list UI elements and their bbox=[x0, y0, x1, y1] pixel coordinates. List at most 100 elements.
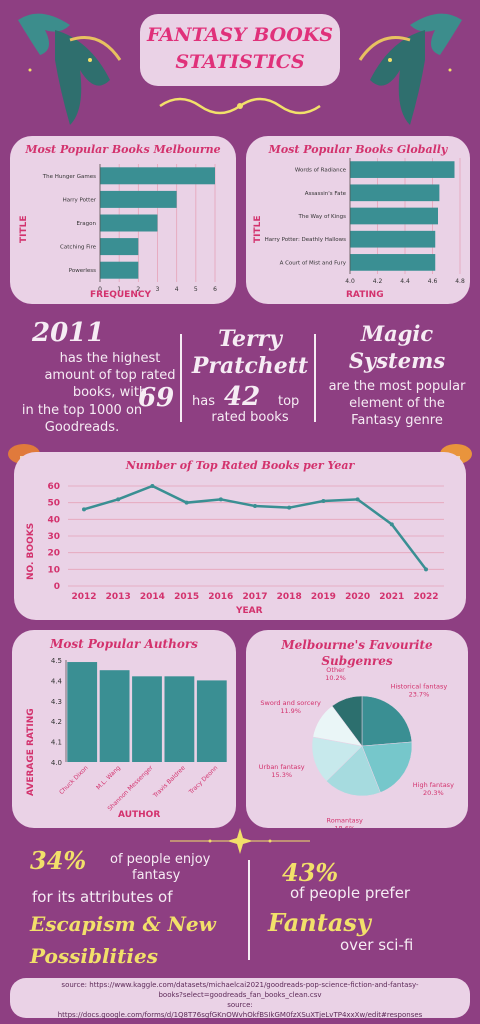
pie-pct-label: 20.3% bbox=[423, 789, 444, 797]
xlabel-global: RATING bbox=[346, 290, 384, 300]
auth-bar bbox=[99, 670, 130, 762]
auth-category-label: Travis Baldree bbox=[151, 764, 187, 800]
divider-2 bbox=[314, 334, 316, 422]
line-xtick: 2013 bbox=[106, 592, 131, 602]
bottom-over: over sci-fi bbox=[340, 936, 414, 954]
bottom-pct2: 43% bbox=[282, 858, 339, 887]
auth-bar bbox=[132, 676, 162, 762]
line-point bbox=[321, 499, 326, 503]
line-point bbox=[355, 497, 360, 502]
dragon-left-illustration bbox=[18, 13, 122, 125]
glob-bar bbox=[350, 207, 438, 225]
line-point bbox=[424, 567, 428, 572]
line-ytick: 40 bbox=[47, 515, 60, 525]
sources-box: source: https://www.kaggle.com/datasets/… bbox=[10, 978, 470, 1019]
glob-bar bbox=[350, 254, 436, 271]
pie-pct-label: 10.2% bbox=[325, 674, 346, 682]
fact-magic-text2: element of the bbox=[349, 396, 445, 411]
source-line1: source: https://www.kaggle.com/datasets/… bbox=[61, 981, 419, 989]
pie-label: High fantasy bbox=[413, 781, 454, 789]
melb-bar bbox=[100, 261, 139, 279]
glob-bar bbox=[350, 230, 436, 248]
line-xtick: 2017 bbox=[242, 592, 267, 602]
line-ytick: 60 bbox=[47, 482, 60, 492]
melb-xtick: 5 bbox=[194, 286, 198, 293]
fact-author-top: top bbox=[278, 394, 300, 409]
xlabel-melbourne: FREQUENCY bbox=[90, 290, 151, 300]
chart-title-authors: Most Popular Authors bbox=[50, 637, 198, 651]
chart-global: 4.0 4.2 4.4 4.6 4.8 Words of Radiance Assassin… bbox=[265, 158, 465, 285]
glob-category-label: Words of Radiance bbox=[295, 168, 347, 174]
auth-ytick: 4.4 bbox=[51, 677, 63, 685]
chart-title-per-year: Number of Top Rated Books per Year bbox=[125, 459, 355, 472]
line-xtick: 2016 bbox=[208, 592, 233, 602]
fact-author-count: 42 bbox=[224, 382, 261, 412]
chart-title-subgenres-2: Subgenres bbox=[321, 654, 393, 668]
glob-xtick: 4.0 bbox=[345, 278, 355, 285]
fact-year-text2: amount of top rated bbox=[44, 368, 176, 383]
line-xtick: 2015 bbox=[174, 592, 199, 602]
page-title-line1: FANTASY BOOKS bbox=[147, 24, 333, 46]
auth-ytick: 4.1 bbox=[51, 739, 62, 747]
line-point bbox=[116, 497, 121, 502]
ylabel-per-year: NO. BOOKS bbox=[26, 522, 36, 580]
melb-xtick: 3 bbox=[156, 286, 160, 293]
melb-bar bbox=[100, 214, 158, 232]
ylabel-authors: AVERAGE RATING bbox=[26, 708, 36, 796]
auth-bar bbox=[67, 662, 98, 762]
glob-xtick: 4.6 bbox=[428, 278, 438, 285]
bottom-enjoy2: fantasy bbox=[132, 868, 181, 883]
divider-3 bbox=[248, 860, 250, 960]
bottom-possibilities: Possiblities bbox=[30, 944, 158, 968]
fact-author-has: has bbox=[192, 394, 215, 409]
melb-xtick: 4 bbox=[175, 286, 179, 293]
panel-global-books: Most Popular Books Globally 4.0 4.2 4.4 4.6… bbox=[246, 136, 470, 304]
sparkle-divider bbox=[170, 828, 310, 854]
panel-subgenres: Melbourne's Favourite Subgenres Historic… bbox=[246, 630, 468, 828]
pie-label: Sword and sorcery bbox=[260, 699, 321, 707]
chart-melbourne: 0 1 2 3 4 5 6 The Hunger Games Harry Potter Erago… bbox=[42, 164, 217, 293]
fact-magic-text1: are the most popular bbox=[328, 379, 466, 394]
fact-year-text5: Goodreads. bbox=[44, 420, 120, 435]
melb-category-label: Eragon bbox=[77, 221, 97, 227]
line-point bbox=[150, 484, 155, 488]
auth-bar bbox=[196, 680, 227, 762]
source-line4: https://docs.google.com/forms/d/1Q8T76sg… bbox=[57, 1011, 423, 1019]
line-xtick: 2019 bbox=[311, 592, 336, 602]
line-point bbox=[218, 497, 223, 502]
chart-per-year: 0 10 20 30 40 50 60 2012 2013 2014 2015 2016 2017 201… bbox=[47, 482, 444, 602]
glob-xtick: 4.8 bbox=[455, 278, 465, 285]
auth-category-label: Tracy Deonn bbox=[187, 764, 219, 796]
melb-xtick: 1 bbox=[117, 286, 121, 293]
pie-pct-label: 18.6% bbox=[334, 824, 355, 828]
line-point bbox=[287, 505, 292, 510]
chart-title-subgenres-1: Melbourne's Favourite bbox=[281, 638, 433, 652]
fact-year-count: 69 bbox=[138, 383, 175, 413]
divider-1 bbox=[180, 334, 182, 422]
melb-category-label: The Hunger Games bbox=[42, 174, 96, 180]
ornament-flourish bbox=[159, 97, 321, 115]
line-ytick: 20 bbox=[47, 549, 60, 559]
line-ytick: 30 bbox=[47, 532, 60, 542]
ylabel-global: TITLE bbox=[253, 215, 263, 243]
pie-label: Romantasy bbox=[327, 816, 364, 824]
pie-slice bbox=[361, 741, 413, 793]
melb-xtick: 0 bbox=[98, 286, 102, 293]
melb-category-label: Harry Potter bbox=[63, 197, 97, 203]
fact-year: 2011 bbox=[32, 318, 105, 348]
line-xtick: 2018 bbox=[277, 592, 302, 602]
auth-category-label: M.L. Wang bbox=[95, 764, 122, 791]
pie-label: Urban fantasy bbox=[259, 763, 305, 771]
line-xtick: 2022 bbox=[413, 592, 438, 602]
fact-author-rated: rated books bbox=[211, 410, 289, 425]
bottom-escapism: Escapism & New bbox=[30, 912, 216, 936]
fact-magic-line1: Magic bbox=[360, 321, 434, 346]
chart-title-global: Most Popular Books Globally bbox=[268, 143, 448, 156]
line-ytick: 50 bbox=[47, 499, 60, 509]
auth-ytick: 4.0 bbox=[51, 759, 62, 767]
xlabel-per-year: YEAR bbox=[236, 606, 263, 616]
dragon-right-illustration bbox=[358, 13, 462, 125]
glob-category-label: A Court of Mist and Fury bbox=[280, 260, 347, 266]
